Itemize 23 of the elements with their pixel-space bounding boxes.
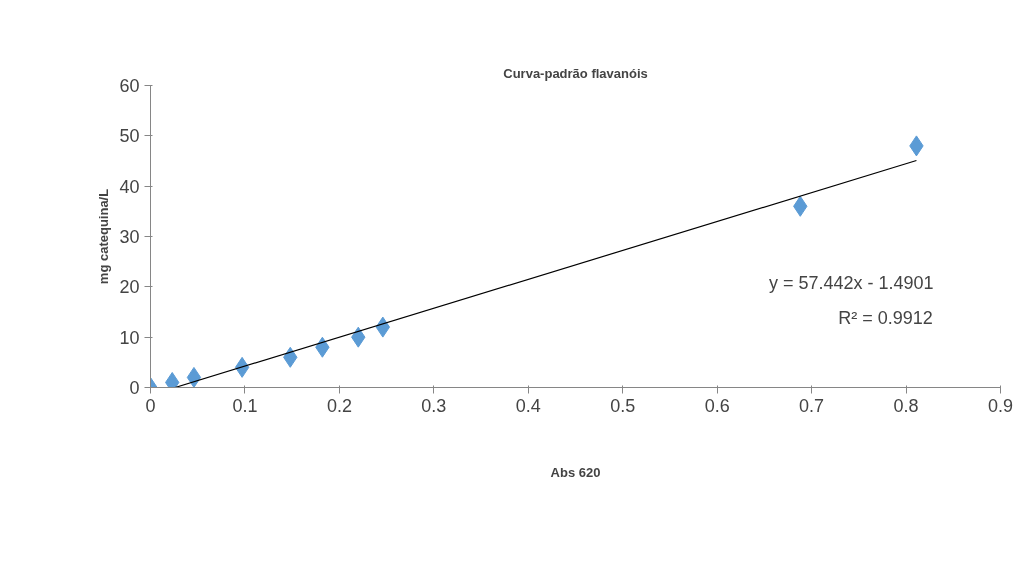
point — [186, 366, 202, 388]
y-tick-label: 30 — [119, 227, 140, 247]
y-tick-label: 50 — [119, 126, 140, 147]
x-tick-label: 0 — [145, 395, 156, 416]
y-tick-label: 60 — [119, 76, 140, 96]
y-tick-label: 10 — [119, 327, 140, 348]
y-axis-title: mg catequina/L — [96, 188, 112, 285]
x-tick-label: 0.3 — [421, 395, 447, 416]
annotation: y = 57.442x - 1.4901 — [768, 272, 934, 293]
x-tick-label: 0.2 — [326, 395, 352, 416]
x-tick-label: 0.4 — [515, 395, 541, 416]
chart-title: Curva-padrão flavanóis — [503, 65, 648, 81]
y-tick-label: 20 — [119, 277, 140, 298]
x-tick-label: 0.5 — [610, 395, 636, 416]
y-tick-label: 0 — [129, 378, 140, 398]
x-tick-label: 0.8 — [893, 395, 919, 416]
x-axis-title: Abs 620 — [550, 464, 601, 480]
y-tick-label: 40 — [119, 176, 140, 197]
x-tick-label: 0.6 — [704, 395, 730, 416]
x-tick-label: 0.1 — [232, 395, 258, 416]
annotation: R² = 0.9912 — [838, 307, 933, 328]
x-tick-label: 0.7 — [799, 395, 825, 416]
x-tick-label: 0.9 — [987, 395, 1014, 416]
